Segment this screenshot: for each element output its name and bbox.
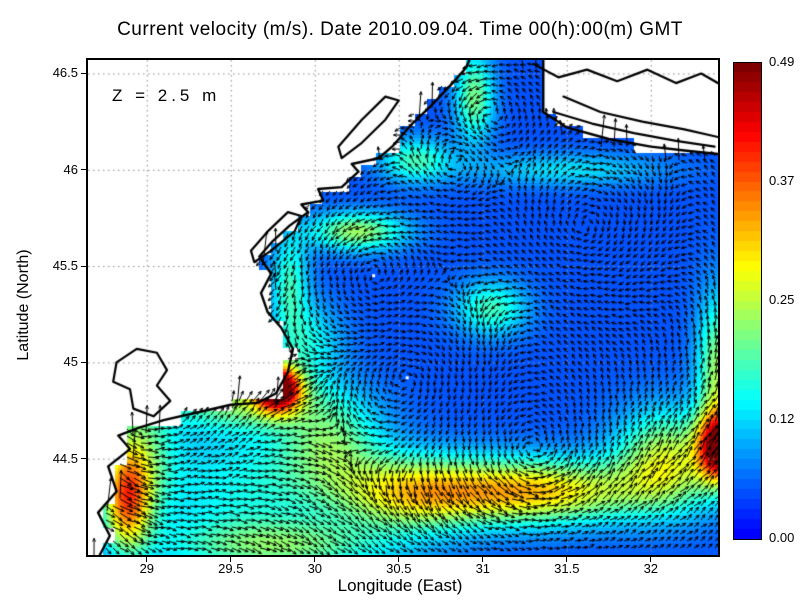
y-tick-mark xyxy=(81,72,86,74)
velocity-map-canvas xyxy=(88,60,718,555)
x-tick-label: 30.5 xyxy=(386,561,412,576)
y-tick-mark xyxy=(81,361,86,363)
x-tick-mark xyxy=(650,557,652,562)
x-tick-mark xyxy=(566,557,568,562)
colorbar-tick-label: 0.25 xyxy=(769,292,795,307)
depth-annotation: Z = 2.5 m xyxy=(112,86,221,105)
x-tick-label: 32 xyxy=(643,561,659,576)
colorbar-tick-label: 0.12 xyxy=(769,411,795,426)
colorbar-tick-label: 0.49 xyxy=(769,54,795,69)
x-tick-label: 31 xyxy=(475,561,491,576)
y-tick-label: 46.5 xyxy=(52,65,78,81)
y-tick-label: 46 xyxy=(63,161,78,177)
x-tick-mark xyxy=(482,557,484,562)
x-tick-label: 30 xyxy=(307,561,323,576)
y-tick-label: 45 xyxy=(63,354,78,370)
x-tick-mark xyxy=(314,557,316,562)
x-tick-label: 29.5 xyxy=(218,561,244,576)
colorbar xyxy=(733,62,762,540)
x-tick-mark xyxy=(398,557,400,562)
x-tick-label: 29 xyxy=(139,561,155,576)
y-tick-label: 44.5 xyxy=(52,450,78,466)
y-tick-mark xyxy=(81,265,86,267)
colorbar-tick-label: 0.00 xyxy=(769,530,795,545)
colorbar-tick-label: 0.37 xyxy=(769,173,795,188)
chart-title: Current velocity (m/s). Date 2010.09.04.… xyxy=(117,19,683,40)
x-axis-label: Longitude (East) xyxy=(337,576,463,595)
x-tick-mark xyxy=(230,557,232,562)
y-tick-label: 45.5 xyxy=(52,258,78,274)
x-tick-mark xyxy=(146,557,148,562)
y-tick-mark xyxy=(81,169,86,171)
x-tick-label: 31.5 xyxy=(554,561,580,576)
y-tick-mark xyxy=(81,458,86,460)
